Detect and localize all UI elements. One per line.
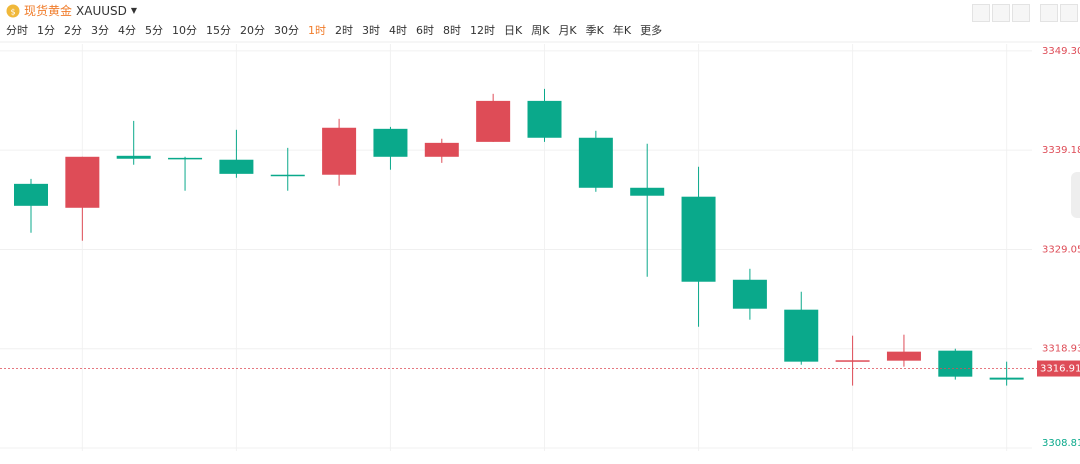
candle-body [116,155,151,159]
y-tick-label: 3329.05 [1042,244,1080,255]
timeframe-tab[interactable]: 2时 [335,24,353,37]
candle-body [424,142,459,157]
tool-button[interactable] [1012,4,1030,22]
candle-body [732,279,767,309]
timeframe-tab[interactable]: 5分 [145,24,163,37]
timeframe-tab[interactable]: 1时 [308,24,326,37]
side-handle[interactable] [1071,172,1080,218]
candle-body [938,350,973,377]
tool-button[interactable] [992,4,1010,22]
timeframe-tab[interactable]: 6时 [416,24,434,37]
candle-body [681,196,716,282]
candle-body [527,100,562,138]
svg-text:$: $ [10,7,15,16]
candle-body [14,183,48,206]
timeframe-tab[interactable]: 4分 [118,24,136,37]
timeframe-tab[interactable]: 3时 [362,24,380,37]
candle-body [989,377,1024,380]
candle-body [219,159,254,174]
timeframe-tab[interactable]: 4时 [389,24,407,37]
timeframe-tab[interactable]: 分时 [6,24,28,37]
candle-body [168,157,203,160]
timeframe-tab[interactable]: 日K [504,24,523,37]
candle-body [784,309,819,362]
candle-body [270,174,305,177]
y-tick-label: 3308.81 [1042,438,1080,449]
candle-body [65,156,100,208]
candle-body [476,100,511,142]
timeframe-tab[interactable]: 20分 [240,24,265,37]
symbol-header[interactable]: $ 现货黄金 XAUUSD ▼ [6,2,137,19]
tool-button[interactable] [1060,4,1078,22]
timeframe-tab[interactable]: 季K [585,24,604,37]
timeframe-tab[interactable]: 30分 [274,24,299,37]
timeframe-tab[interactable]: 12时 [470,24,495,37]
tool-button[interactable] [1040,4,1058,22]
timeframe-tab[interactable]: 8时 [443,24,461,37]
gold-icon: $ [6,4,20,17]
last-price-label: 3316.91 [1040,364,1080,375]
timeframe-tab[interactable]: 3分 [91,24,109,37]
symbol-name: 现货黄金 [24,4,73,18]
candle-body [630,187,665,196]
timeframe-tab[interactable]: 15分 [206,24,231,37]
symbol-code: XAUUSD [76,3,127,18]
candle-body [322,127,357,175]
candle-body [886,351,921,361]
y-tick-label: 3339.18 [1042,145,1080,156]
last-price-box [1037,360,1080,377]
timeframe-tab[interactable]: 1分 [37,24,55,37]
tool-button[interactable] [972,4,990,22]
timeframe-tabs: 分时 1分 2分 3分 4分 5分 10分 15分 20分 30分 1时 2时 3时 4时 6时 8时 12时日… [6,22,662,38]
timeframe-tab[interactable]: 月K [558,24,577,37]
y-tick-label: 3349.30 [1042,46,1080,57]
timeframe-tab[interactable]: 更多 [640,24,663,37]
timeframe-tab[interactable]: 周K [531,24,550,37]
timeframe-tab[interactable]: 10分 [172,24,197,37]
y-tick-label: 3318.93 [1042,344,1080,355]
candle-body [578,137,613,188]
candle-body [835,360,870,362]
timeframe-tab[interactable]: 2分 [64,24,82,37]
candle-body [373,128,408,157]
dropdown-arrow[interactable]: ▼ [130,6,138,15]
timeframe-tab[interactable]: 年K [612,24,632,37]
